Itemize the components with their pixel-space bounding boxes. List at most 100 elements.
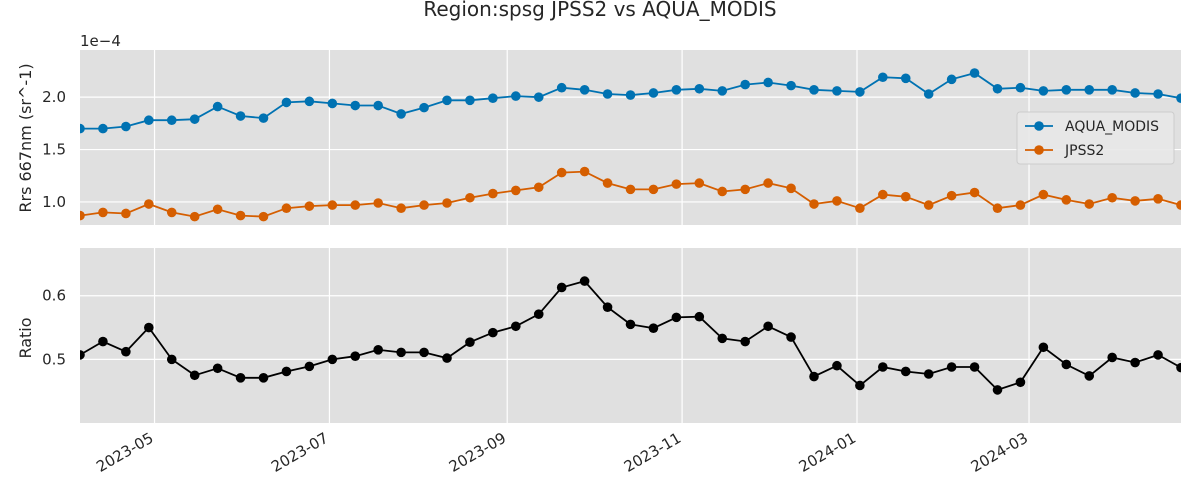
ratio-point xyxy=(304,361,315,372)
aqua-modis-point xyxy=(992,83,1003,94)
ratio-point xyxy=(969,362,980,372)
ratio-point xyxy=(1107,352,1117,363)
ratio-point xyxy=(648,323,659,333)
jpss2-point xyxy=(992,203,1003,214)
legend-label-aqua-modis: AQUA_MODIS xyxy=(1065,119,1159,135)
aqua-modis-point xyxy=(98,123,108,134)
legend-label-jpss2: JPSS2 xyxy=(1064,143,1104,159)
jpss2-point xyxy=(763,178,773,188)
aqua-modis-point xyxy=(1038,86,1049,96)
ratio-point xyxy=(1153,350,1163,360)
aqua-modis-point xyxy=(946,74,957,85)
chart-title: Region:spsg JPSS2 vs AQUA_MODIS xyxy=(423,0,776,21)
jpss2-point xyxy=(465,192,475,203)
ratio-point xyxy=(1084,371,1095,381)
ratio-point xyxy=(878,362,888,372)
jpss2-point xyxy=(80,210,85,221)
jpss2-point xyxy=(327,200,338,210)
ratio-point xyxy=(671,312,682,323)
jpss2-point xyxy=(1038,189,1049,200)
jpss2-point xyxy=(878,189,888,200)
aqua-modis-point xyxy=(235,111,246,121)
ratio-point xyxy=(855,380,865,391)
ratio-point xyxy=(694,311,705,322)
jpss2-point xyxy=(166,207,177,218)
ratio-point xyxy=(1015,377,1026,388)
aqua-modis-point xyxy=(465,95,475,106)
aqua-modis-point xyxy=(579,85,590,95)
y-tick-label: 0.6 xyxy=(42,287,66,305)
top-panel-y-ticks: 1.0 1.5 2.0 xyxy=(42,88,66,211)
jpss2-point xyxy=(488,188,498,199)
ratio-point xyxy=(80,350,85,360)
jpss2-point xyxy=(1061,195,1072,205)
top-panel-ylabel: Rrs 667nm (sr^-1) xyxy=(16,63,35,212)
jpss2-point xyxy=(855,203,865,214)
jpss2-point xyxy=(304,201,315,211)
ratio-point xyxy=(1130,357,1140,368)
ratio-point xyxy=(212,363,223,374)
aqua-modis-point xyxy=(740,79,750,90)
y-tick-label: 1.0 xyxy=(42,193,66,211)
aqua-modis-point xyxy=(144,115,154,126)
jpss2-point xyxy=(579,166,590,177)
legend: AQUA_MODIS JPSS2 xyxy=(1016,111,1175,165)
jpss2-point xyxy=(442,198,452,208)
jpss2-point xyxy=(189,211,200,222)
jpss2-point xyxy=(121,208,131,219)
ratio-point xyxy=(327,354,338,365)
aqua-modis-point xyxy=(350,100,361,111)
jpss2-point xyxy=(1130,196,1140,206)
aqua-modis-point xyxy=(166,115,177,126)
aqua-modis-point xyxy=(648,88,659,98)
aqua-modis-point xyxy=(442,95,452,106)
top-panel-scale-label: 1e−4 xyxy=(80,32,121,50)
aqua-modis-point xyxy=(1015,82,1026,93)
ratio-point xyxy=(144,322,154,333)
jpss2-point xyxy=(556,167,567,178)
bottom-panel-series xyxy=(80,276,1181,395)
jpss2-point xyxy=(212,204,223,215)
aqua-modis-point xyxy=(1130,88,1140,98)
aqua-modis-point xyxy=(533,92,544,102)
jpss2-point xyxy=(946,190,957,201)
aqua-modis-point xyxy=(832,86,842,96)
aqua-modis-point xyxy=(327,98,338,109)
ratio-point xyxy=(625,319,636,330)
aqua-modis-point xyxy=(511,91,521,101)
legend-marker-jpss2 xyxy=(1034,145,1044,155)
aqua-modis-point xyxy=(1061,85,1072,95)
ratio-point xyxy=(419,347,429,358)
ratio-point xyxy=(579,276,590,286)
jpss2-point xyxy=(258,211,269,222)
bottom-panel-y-ticks: 0.5 0.6 xyxy=(42,287,66,369)
jpss2-point xyxy=(832,196,842,206)
y-tick-label: 1.5 xyxy=(42,141,66,159)
ratio-point xyxy=(786,332,796,342)
y-tick-label: 2.0 xyxy=(42,88,66,106)
jpss2-point xyxy=(281,203,292,214)
aqua-modis-point xyxy=(396,109,406,119)
aqua-modis-point xyxy=(900,73,911,84)
jpss2-point xyxy=(235,210,246,221)
ratio-point xyxy=(1176,362,1181,373)
ratio-point xyxy=(740,336,750,347)
aqua-modis-point xyxy=(786,80,796,91)
ratio-point xyxy=(121,346,131,357)
jpss2-point xyxy=(625,184,636,195)
bottom-panel-grid xyxy=(80,248,1181,423)
aqua-modis-point xyxy=(855,87,865,97)
x-tick-label: 2023-05 xyxy=(93,429,156,476)
aqua-modis-point xyxy=(419,102,429,113)
jpss2-point xyxy=(98,207,108,218)
aqua-modis-point xyxy=(969,68,980,78)
ratio-point xyxy=(189,370,200,381)
aqua-modis-point xyxy=(121,121,131,132)
jpss2-point xyxy=(396,203,406,214)
aqua-modis-point xyxy=(878,72,888,83)
ratio-point xyxy=(717,333,728,344)
jpss2-point xyxy=(419,200,429,210)
jpss2-point xyxy=(717,186,728,197)
jpss2-point xyxy=(671,179,682,189)
ratio-point xyxy=(235,373,246,383)
